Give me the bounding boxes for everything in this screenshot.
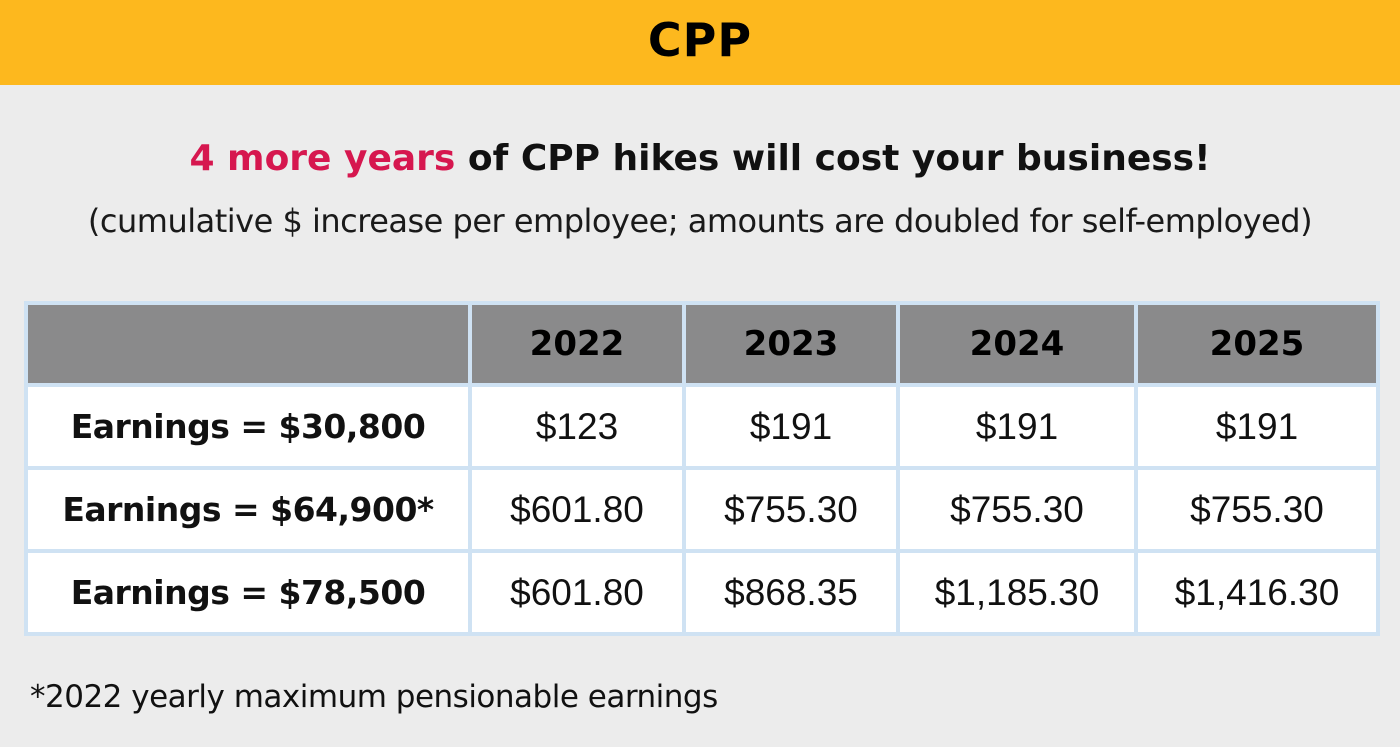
row-label: Earnings = $30,800 [28,387,468,466]
table-cell: $1,416.30 [1138,553,1376,632]
table-header-row: 2022 2023 2024 2025 [28,305,1376,383]
title-banner: CPP [0,0,1400,85]
banner-title: CPP [647,12,753,67]
table-cell: $601.80 [472,553,682,632]
headline-accent: 4 more years [189,138,456,179]
table-cell: $755.30 [900,470,1134,549]
table-cell: $123 [472,387,682,466]
year-header-2022: 2022 [472,305,682,383]
headline: 4 more years of CPP hikes will cost your… [0,138,1400,179]
table-cell: $191 [900,387,1134,466]
subheadline: (cumulative $ increase per employee; amo… [87,202,1313,240]
table-row: Earnings = $78,500 $601.80 $868.35 $1,18… [28,553,1376,632]
table-corner-cell [28,305,468,383]
year-header-2024: 2024 [900,305,1134,383]
footnote: *2022 yearly maximum pensionable earning… [30,679,718,715]
row-label: Earnings = $78,500 [28,553,468,632]
row-label: Earnings = $64,900* [28,470,468,549]
table-cell: $755.30 [1138,470,1376,549]
table-cell: $868.35 [686,553,896,632]
table-row: Earnings = $64,900* $601.80 $755.30 $755… [28,470,1376,549]
table-cell: $191 [1138,387,1376,466]
year-header-2025: 2025 [1138,305,1376,383]
cpp-cost-table: 2022 2023 2024 2025 Earnings = $30,800 $… [24,301,1380,636]
table-cell: $755.30 [686,470,896,549]
table-row: Earnings = $30,800 $123 $191 $191 $191 [28,387,1376,466]
table-cell: $191 [686,387,896,466]
year-header-2023: 2023 [686,305,896,383]
table-cell: $601.80 [472,470,682,549]
headline-text: of CPP hikes will cost your business! [455,138,1211,179]
table-cell: $1,185.30 [900,553,1134,632]
